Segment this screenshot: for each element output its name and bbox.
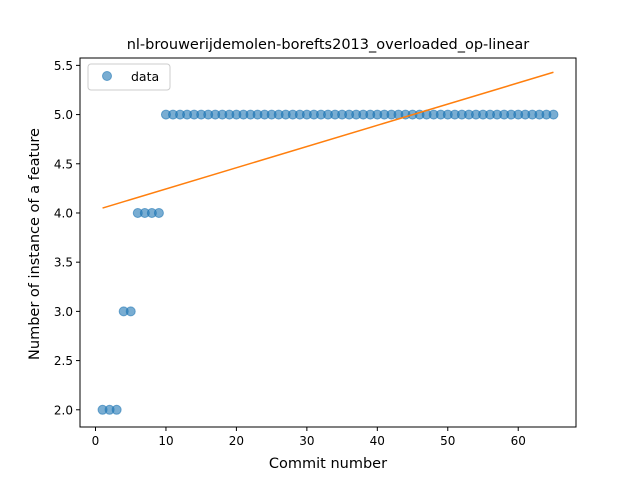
y-axis: 2.0 2.5 3.0 3.5 4.0 4.5 5.0 5.5 — [54, 59, 80, 417]
x-tick-label: 0 — [92, 434, 100, 448]
y-tick-label: 5.5 — [54, 59, 73, 73]
y-tick-label: 3.5 — [54, 256, 73, 270]
x-tick-label: 30 — [299, 434, 314, 448]
y-axis-label: Number of instance of a feature — [27, 128, 43, 360]
legend-label-data: data — [131, 69, 159, 84]
x-tick-label: 60 — [511, 434, 526, 448]
fit-line — [102, 71, 554, 209]
legend: data — [87, 63, 171, 91]
x-axis-label: Commit number — [269, 456, 387, 472]
y-tick-label: 5.0 — [54, 108, 73, 122]
data-point — [125, 306, 136, 317]
x-tick-label: 10 — [158, 434, 173, 448]
x-tick-label: 50 — [440, 434, 455, 448]
chart-title: nl-brouwerijdemolen-borefts2013_overload… — [127, 37, 530, 53]
data-point — [153, 207, 164, 218]
x-tick-label: 40 — [370, 434, 385, 448]
legend-box — [87, 63, 171, 91]
x-axis: 0 10 20 30 40 50 60 — [92, 427, 526, 448]
plot-frame — [79, 57, 577, 428]
y-tick-label: 2.5 — [54, 354, 73, 368]
plot-area — [97, 71, 559, 415]
y-tick-label: 2.0 — [54, 403, 73, 417]
y-tick-label: 3.0 — [54, 305, 73, 319]
legend-marker-data — [102, 71, 112, 81]
data-point — [548, 109, 559, 120]
x-tick-label: 20 — [229, 434, 244, 448]
data-point — [111, 404, 122, 415]
y-tick-label: 4.0 — [54, 206, 73, 220]
y-tick-label: 4.5 — [54, 157, 73, 171]
